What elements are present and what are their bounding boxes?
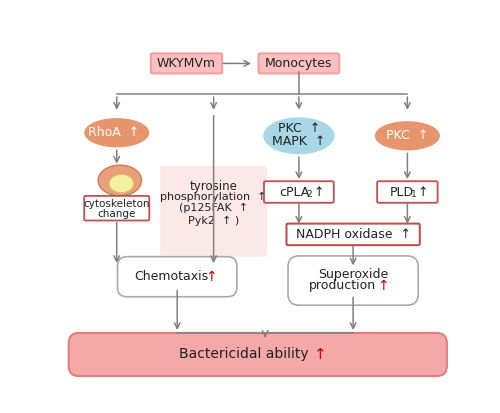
Ellipse shape: [263, 117, 334, 154]
Text: Bactericidal ability: Bactericidal ability: [179, 347, 308, 361]
FancyBboxPatch shape: [288, 256, 418, 305]
Ellipse shape: [84, 118, 150, 147]
Text: cytoskeleton: cytoskeleton: [84, 199, 150, 209]
Text: RhoA  ↑: RhoA ↑: [88, 126, 140, 139]
Text: 1: 1: [410, 190, 416, 199]
Text: WKYMVm: WKYMVm: [157, 57, 216, 70]
Text: Pyk2  ↑ ): Pyk2 ↑ ): [188, 216, 240, 225]
Text: ↑: ↑: [377, 279, 388, 293]
FancyBboxPatch shape: [151, 53, 222, 74]
Text: tyrosine: tyrosine: [190, 180, 238, 193]
Text: (p125FAK  ↑: (p125FAK ↑: [179, 203, 248, 213]
Ellipse shape: [98, 165, 142, 196]
FancyBboxPatch shape: [264, 181, 334, 203]
FancyBboxPatch shape: [286, 223, 420, 245]
Text: PKC  ↑: PKC ↑: [278, 122, 320, 135]
Ellipse shape: [109, 174, 134, 193]
Text: cPLA: cPLA: [279, 185, 310, 199]
Text: PLD: PLD: [390, 185, 414, 199]
Ellipse shape: [375, 121, 440, 150]
Text: phosphorylation  ↑: phosphorylation ↑: [160, 192, 267, 202]
Text: 2: 2: [306, 190, 312, 199]
Text: ↑: ↑: [414, 185, 428, 199]
Text: Chemotaxis: Chemotaxis: [134, 270, 208, 283]
Text: Superoxide: Superoxide: [318, 268, 388, 281]
FancyBboxPatch shape: [84, 196, 150, 221]
Text: ↑: ↑: [310, 185, 324, 199]
FancyBboxPatch shape: [377, 181, 438, 203]
Text: MAPK  ↑: MAPK ↑: [272, 135, 326, 148]
FancyBboxPatch shape: [258, 53, 339, 74]
Text: Monocytes: Monocytes: [265, 57, 332, 70]
FancyBboxPatch shape: [68, 333, 447, 376]
Text: production: production: [308, 280, 376, 292]
Text: PKC  ↑: PKC ↑: [386, 129, 428, 142]
Text: ↑: ↑: [314, 347, 326, 362]
Text: NADPH oxidase  ↑: NADPH oxidase ↑: [296, 228, 410, 241]
FancyBboxPatch shape: [160, 166, 267, 257]
FancyBboxPatch shape: [118, 257, 237, 297]
Text: change: change: [98, 209, 136, 218]
Text: ↑: ↑: [206, 270, 217, 284]
